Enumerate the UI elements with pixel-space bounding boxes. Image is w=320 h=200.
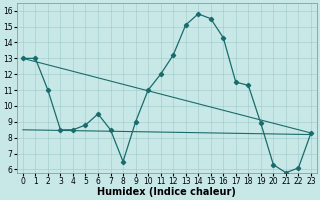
X-axis label: Humidex (Indice chaleur): Humidex (Indice chaleur) [98,187,236,197]
